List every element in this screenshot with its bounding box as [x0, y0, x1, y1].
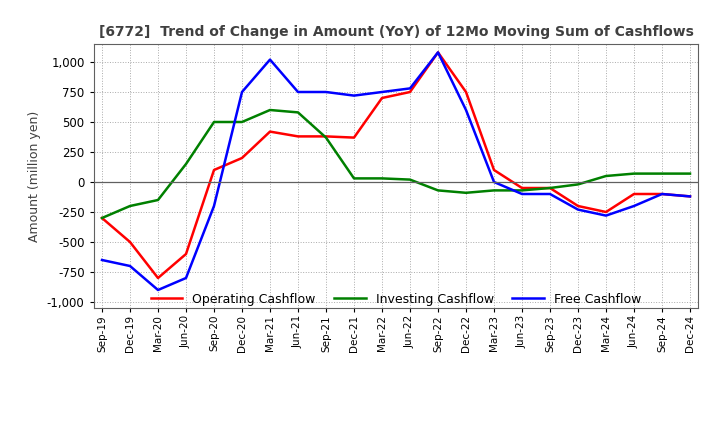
Y-axis label: Amount (million yen): Amount (million yen) [28, 110, 41, 242]
Line: Free Cashflow: Free Cashflow [102, 52, 690, 290]
Legend: Operating Cashflow, Investing Cashflow, Free Cashflow: Operating Cashflow, Investing Cashflow, … [146, 288, 646, 311]
Operating Cashflow [181, 251, 190, 257]
Investing Cashflow [546, 185, 554, 191]
Operating Cashflow [210, 167, 218, 172]
Free Cashflow [433, 50, 442, 55]
Operating Cashflow [574, 203, 582, 209]
Free Cashflow [657, 191, 666, 197]
Operating Cashflow [294, 134, 302, 139]
Operating Cashflow [126, 239, 135, 245]
Operating Cashflow [266, 129, 274, 134]
Operating Cashflow [685, 194, 694, 199]
Title: [6772]  Trend of Change in Amount (YoY) of 12Mo Moving Sum of Cashflows: [6772] Trend of Change in Amount (YoY) o… [99, 25, 693, 39]
Free Cashflow [266, 57, 274, 62]
Operating Cashflow [546, 185, 554, 191]
Operating Cashflow [433, 50, 442, 55]
Operating Cashflow [518, 185, 526, 191]
Free Cashflow [126, 264, 135, 269]
Free Cashflow [181, 275, 190, 281]
Investing Cashflow [322, 135, 330, 140]
Free Cashflow [602, 213, 611, 218]
Investing Cashflow [490, 188, 498, 193]
Investing Cashflow [657, 171, 666, 176]
Operating Cashflow [405, 89, 414, 95]
Investing Cashflow [378, 176, 387, 181]
Free Cashflow [238, 89, 246, 95]
Investing Cashflow [266, 107, 274, 113]
Operating Cashflow [322, 134, 330, 139]
Operating Cashflow [490, 167, 498, 172]
Operating Cashflow [657, 191, 666, 197]
Free Cashflow [98, 257, 107, 263]
Free Cashflow [405, 86, 414, 91]
Free Cashflow [378, 89, 387, 95]
Free Cashflow [322, 89, 330, 95]
Operating Cashflow [350, 135, 359, 140]
Operating Cashflow [238, 155, 246, 161]
Investing Cashflow [685, 171, 694, 176]
Investing Cashflow [518, 188, 526, 193]
Investing Cashflow [294, 110, 302, 115]
Free Cashflow [490, 180, 498, 185]
Operating Cashflow [98, 215, 107, 220]
Free Cashflow [630, 203, 639, 209]
Investing Cashflow [574, 182, 582, 187]
Investing Cashflow [153, 198, 162, 203]
Free Cashflow [685, 194, 694, 199]
Investing Cashflow [630, 171, 639, 176]
Investing Cashflow [238, 119, 246, 125]
Operating Cashflow [602, 209, 611, 215]
Investing Cashflow [433, 188, 442, 193]
Investing Cashflow [350, 176, 359, 181]
Line: Operating Cashflow: Operating Cashflow [102, 52, 690, 278]
Investing Cashflow [462, 190, 470, 195]
Investing Cashflow [602, 173, 611, 179]
Line: Investing Cashflow: Investing Cashflow [102, 110, 690, 218]
Investing Cashflow [181, 161, 190, 167]
Investing Cashflow [210, 119, 218, 125]
Free Cashflow [294, 89, 302, 95]
Free Cashflow [210, 203, 218, 209]
Investing Cashflow [98, 215, 107, 220]
Investing Cashflow [405, 177, 414, 182]
Operating Cashflow [378, 95, 387, 101]
Free Cashflow [546, 191, 554, 197]
Free Cashflow [462, 107, 470, 113]
Free Cashflow [350, 93, 359, 98]
Investing Cashflow [126, 203, 135, 209]
Operating Cashflow [153, 275, 162, 281]
Free Cashflow [518, 191, 526, 197]
Free Cashflow [153, 287, 162, 293]
Free Cashflow [574, 207, 582, 212]
Operating Cashflow [630, 191, 639, 197]
Operating Cashflow [462, 89, 470, 95]
